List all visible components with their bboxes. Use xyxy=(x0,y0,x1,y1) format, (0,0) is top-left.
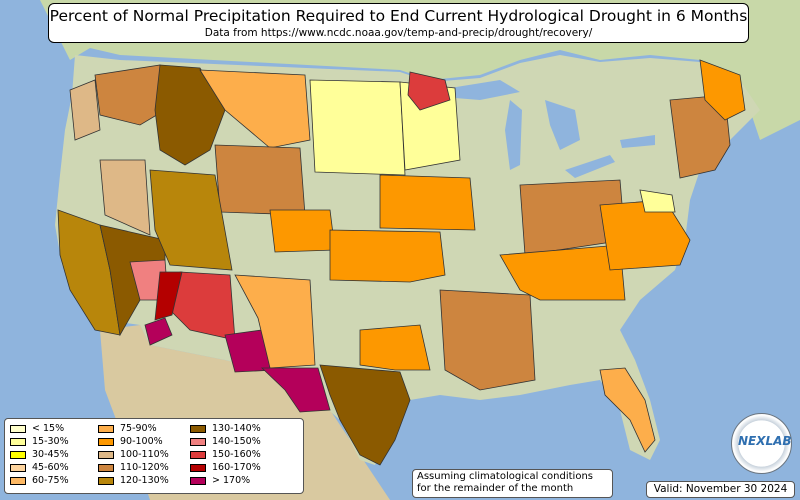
legend-swatch xyxy=(10,463,26,472)
legend-item: 150-160% xyxy=(190,449,261,460)
legend-item: 160-170% xyxy=(190,462,261,473)
region-arizona-strip xyxy=(154,271,183,321)
region-southern-plains xyxy=(329,229,446,283)
region-northeast-texas xyxy=(359,324,431,371)
legend-label: 160-170% xyxy=(212,462,261,473)
legend-swatch xyxy=(190,450,206,459)
region-maine xyxy=(699,59,746,121)
legend-swatch xyxy=(98,463,114,472)
legend-item: 130-140% xyxy=(190,423,261,434)
region-central-plains xyxy=(379,174,476,231)
legend-item: 15-30% xyxy=(10,436,69,447)
legend-item: > 170% xyxy=(190,475,250,486)
region-northern-plains xyxy=(309,79,406,176)
legend-label: 120-130% xyxy=(120,475,169,486)
legend-item: 120-130% xyxy=(98,475,169,486)
legend-swatch xyxy=(98,437,114,446)
region-lower-mississippi xyxy=(439,289,536,391)
valid-date: Valid: November 30 2024 xyxy=(646,481,795,498)
region-southern-arizona xyxy=(144,317,173,346)
lake-huron xyxy=(545,100,580,150)
region-washington-coast xyxy=(69,79,101,141)
legend-label: 60-75% xyxy=(32,475,69,486)
region-new-mexico xyxy=(234,274,316,369)
legend-swatch xyxy=(190,424,206,433)
legend-label: 15-30% xyxy=(32,436,69,447)
title-box: Percent of Normal Precipitation Required… xyxy=(48,3,749,43)
region-upper-michigan xyxy=(407,71,451,111)
legend: < 15% 15-30% 30-45% 45-60% 60-75% 75-90%… xyxy=(4,418,304,494)
legend-item: < 15% xyxy=(10,423,64,434)
region-great-basin xyxy=(99,159,151,236)
legend-swatch xyxy=(98,476,114,485)
region-pacific-northwest xyxy=(94,64,166,126)
region-florida xyxy=(599,367,656,453)
legend-swatch xyxy=(190,437,206,446)
legend-swatch xyxy=(190,476,206,485)
legend-label: < 15% xyxy=(32,423,65,434)
legend-item: 110-120% xyxy=(98,462,169,473)
regions xyxy=(57,59,746,466)
legend-item: 30-45% xyxy=(10,449,69,460)
region-maryland xyxy=(639,189,676,213)
legend-swatch xyxy=(98,424,114,433)
legend-label: 75-90% xyxy=(120,423,157,434)
legend-swatch xyxy=(98,450,114,459)
legend-item: 45-60% xyxy=(10,462,69,473)
map-subtitle: Data from https://www.ncdc.noaa.gov/temp… xyxy=(204,27,593,39)
legend-label: 30-45% xyxy=(32,449,69,460)
note-line-1: Assuming climatological conditions xyxy=(417,471,593,482)
legend-label: > 170% xyxy=(212,475,251,486)
region-utah xyxy=(149,169,233,271)
legend-label: 90-100% xyxy=(120,436,163,447)
legend-item: 90-100% xyxy=(98,436,163,447)
legend-item: 60-75% xyxy=(10,475,69,486)
legend-item: 75-90% xyxy=(98,423,157,434)
region-central-texas xyxy=(319,364,411,466)
legend-label: 110-120% xyxy=(120,462,169,473)
map-title: Percent of Normal Precipitation Required… xyxy=(49,7,748,25)
legend-item: 100-110% xyxy=(98,449,169,460)
legend-swatch xyxy=(10,476,26,485)
lake-michigan xyxy=(505,100,522,170)
legend-label: 140-150% xyxy=(212,436,261,447)
logo-text: NEXLAB xyxy=(738,434,792,448)
nexlab-logo: NEXLAB xyxy=(731,413,792,474)
legend-item: 140-150% xyxy=(190,436,261,447)
lake-superior xyxy=(450,80,520,100)
legend-label: 130-140% xyxy=(212,423,261,434)
region-west-texas xyxy=(261,367,331,413)
region-wyoming xyxy=(214,144,306,216)
legend-swatch xyxy=(190,463,206,472)
region-colorado xyxy=(269,209,336,253)
legend-swatch xyxy=(10,424,26,433)
region-southeast xyxy=(499,244,626,301)
lake-erie xyxy=(565,155,615,178)
legend-label: 45-60% xyxy=(32,462,69,473)
legend-label: 150-160% xyxy=(212,449,261,460)
assumption-note: Assuming climatological conditions for t… xyxy=(412,469,613,498)
lake-ontario xyxy=(620,135,655,148)
legend-label: 100-110% xyxy=(120,449,169,460)
legend-swatch xyxy=(10,437,26,446)
legend-swatch xyxy=(10,450,26,459)
note-line-2: for the remainder of the month xyxy=(417,483,574,494)
region-montana-plains xyxy=(199,69,311,149)
